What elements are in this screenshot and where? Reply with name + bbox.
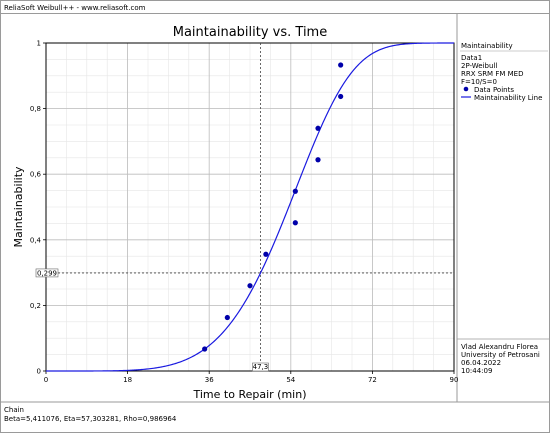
author-time: 10:44:09 <box>461 367 492 375</box>
legend-point-marker <box>463 86 469 92</box>
x-tick-label: 18 <box>123 376 132 384</box>
x-tick-label: 72 <box>368 376 377 384</box>
crosshair-y-label: 0,299 <box>37 269 57 277</box>
legend-title: Maintainability <box>461 42 513 50</box>
y-tick-label: 1 <box>37 40 41 48</box>
footer-chain-label: Chain <box>4 406 24 414</box>
legend-distribution: 2P-Weibull <box>461 62 497 70</box>
author-block: Vlad Alexandru Florea University of Petr… <box>457 338 550 375</box>
maintainability-line <box>46 42 454 372</box>
legend: Maintainability Data1 2P-Weibull RRX SRM… <box>460 42 548 102</box>
legend-counts: F=10/S=0 <box>461 78 497 86</box>
footer-parameters: Beta=5,411076, Eta=57,303281, Rho=0,9869… <box>4 415 177 423</box>
data-point <box>202 346 208 352</box>
crosshair-x-label: 47,3 <box>253 363 269 371</box>
x-axis-ticks: 0 18 36 54 72 90 <box>44 371 459 384</box>
data-point <box>292 220 298 226</box>
legend-dataset: Data1 <box>461 54 482 62</box>
y-tick-label: 0,8 <box>30 105 41 113</box>
plot-border <box>45 42 455 372</box>
y-tick-label: 0,6 <box>30 171 42 179</box>
crosshair-y-label-box <box>35 268 59 278</box>
data-point <box>315 125 321 131</box>
crosshair: 47,3 0,299 <box>35 43 454 372</box>
data-point <box>247 283 253 289</box>
legend-entry-points: Data Points <box>474 86 514 94</box>
legend-entry-line: Maintainability Line <box>474 94 542 102</box>
x-tick-label: 54 <box>286 376 295 384</box>
x-axis-label: Time to Repair (min) <box>193 388 307 401</box>
y-tick-label: 0 <box>37 368 41 376</box>
crosshair-x-label-box <box>252 362 269 372</box>
y-axis-ticks: 0 0,2 0,4 0,6 0,8 1 <box>30 40 46 376</box>
y-axis-label: Maintainability <box>12 166 25 248</box>
author-name: Vlad Alexandru Florea <box>461 343 538 351</box>
data-point <box>224 314 230 321</box>
author-date: 06.04.2022 <box>461 359 501 367</box>
minor-grid <box>46 43 454 371</box>
y-tick-label: 0,4 <box>30 236 42 244</box>
legend-method: RRX SRM FM MED <box>461 70 523 78</box>
data-point <box>263 251 269 257</box>
data-point <box>338 93 344 100</box>
data-point <box>315 157 321 163</box>
x-tick-label: 0 <box>44 376 48 384</box>
x-tick-label: 90 <box>450 376 459 384</box>
author-university: University of Petrosani <box>461 351 540 359</box>
header-text: ReliaSoft Weibull++ - www.reliasoft.com <box>4 4 146 12</box>
x-tick-label: 36 <box>205 376 214 384</box>
data-points <box>202 62 344 352</box>
data-point <box>292 188 298 194</box>
data-point <box>338 62 344 68</box>
y-tick-label: 0,2 <box>30 302 41 310</box>
major-grid <box>46 43 454 371</box>
chart-title: Maintainability vs. Time <box>173 25 327 40</box>
